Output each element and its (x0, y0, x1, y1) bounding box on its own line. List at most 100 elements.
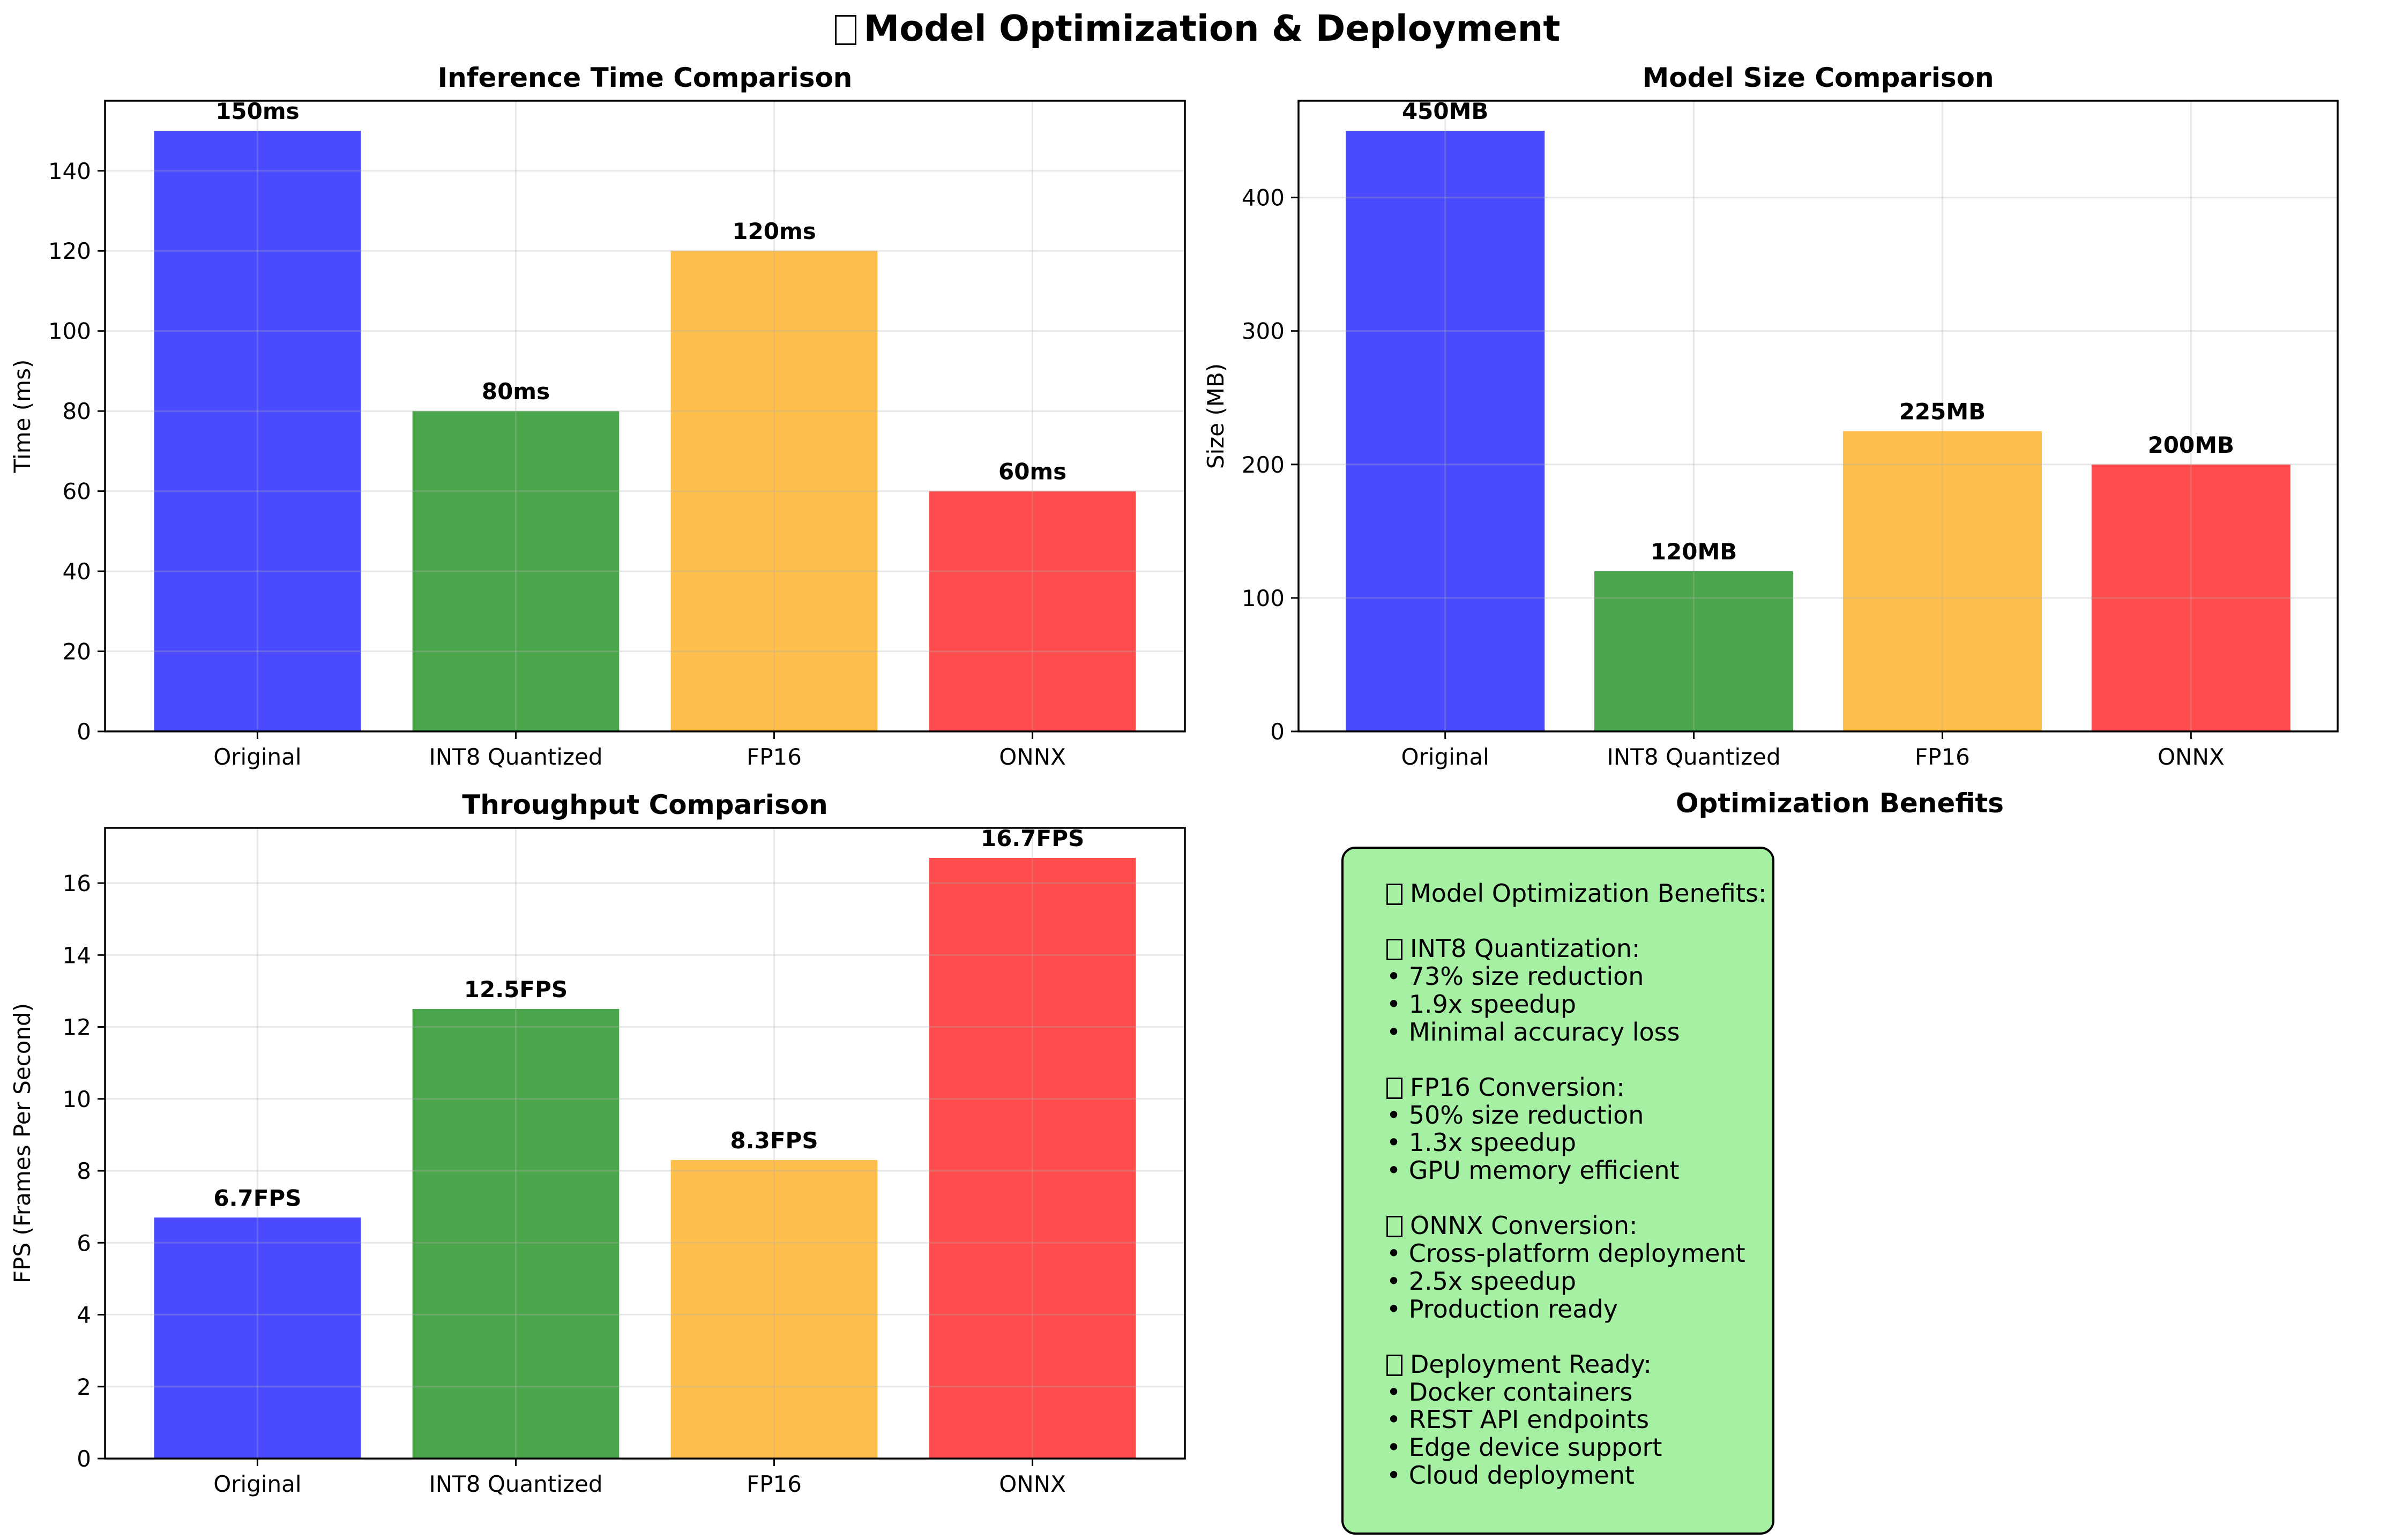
data-label: 150ms (215, 98, 299, 124)
x-tick-label: FP16 (1915, 744, 1970, 770)
data-label: 6.7FPS (213, 1185, 301, 1211)
y-tick-label: 80 (63, 398, 91, 424)
axes-frame (104, 827, 1186, 1460)
benefits-line: ONNX Conversion: (1386, 1212, 1772, 1240)
bar-1-1 (1594, 571, 1794, 731)
x-tick-label: Original (213, 744, 301, 770)
chart-title: Inference Time Comparison (438, 62, 853, 93)
axes-frame (1297, 100, 2339, 732)
data-label: 12.5FPS (464, 976, 568, 1003)
y-tick-label: 2 (77, 1374, 91, 1400)
y-tick-label: 8 (77, 1158, 91, 1184)
benefits-line: • 1.9x speedup (1386, 989, 1772, 1019)
y-tick-label: 0 (77, 719, 91, 745)
benefits-line: • 1.3x speedup (1386, 1128, 1772, 1157)
y-axis-label: Time (ms) (9, 360, 35, 474)
y-tick-label: 14 (63, 942, 91, 968)
missing-glyph-icon (1386, 939, 1402, 961)
bar-2-0 (154, 1217, 361, 1459)
bar-1-2 (1842, 431, 2042, 731)
benefits-line: • 50% size reduction (1386, 1101, 1772, 1130)
missing-glyph-icon (1386, 1077, 1402, 1099)
y-tick-label: 20 (63, 639, 91, 665)
benefits-line-text: • 73% size reduction (1386, 962, 1644, 991)
benefits-line: INT8 Quantization: (1386, 935, 1772, 963)
chart-title: Model Size Comparison (1642, 62, 1994, 93)
bar-2-1 (412, 1008, 620, 1459)
figure-title-text: Model Optimization & Deployment (863, 8, 1561, 49)
y-tick-label: 10 (63, 1086, 91, 1112)
data-label: 16.7FPS (981, 825, 1084, 851)
benefits-line: Deployment Ready: (1386, 1349, 1772, 1379)
benefits-line-text: Deployment Ready: (1410, 1349, 1652, 1379)
benefits-textbox: Model Optimization Benefits: INT8 Quantiz… (1341, 847, 1774, 1535)
bar-0-2 (670, 251, 878, 731)
data-label: 60ms (998, 459, 1066, 485)
benefits-blank-line (1386, 1323, 1772, 1351)
benefits-blank-line (1386, 1046, 1772, 1074)
missing-glyph-icon (834, 15, 856, 45)
benefits-line: • 73% size reduction (1386, 962, 1772, 991)
missing-glyph-icon (1386, 884, 1402, 905)
x-tick-label: ONNX (2158, 744, 2225, 770)
bar-2-3 (929, 858, 1136, 1459)
x-tick-label: INT8 Quantized (1607, 744, 1780, 770)
x-tick-label: ONNX (999, 1471, 1066, 1497)
benefits-line-text: • 1.3x speedup (1386, 1128, 1577, 1157)
benefits-line-text: • REST API endpoints (1386, 1405, 1650, 1434)
x-tick-label: FP16 (747, 744, 802, 770)
x-tick-label: INT8 Quantized (429, 744, 602, 770)
benefits-line: • Edge device support (1386, 1433, 1772, 1462)
y-tick-label: 0 (77, 1446, 91, 1472)
y-tick-label: 300 (1242, 318, 1285, 345)
benefits-blank-line (1386, 908, 1772, 936)
benefits-line: • GPU memory efficient (1386, 1156, 1772, 1185)
benefits-line: • Production ready (1386, 1294, 1772, 1324)
y-tick-label: 100 (1242, 585, 1285, 611)
x-tick-label: ONNX (999, 744, 1066, 770)
benefits-panel-title: Optimization Benefits (1675, 788, 2004, 819)
benefits-line-text: • 2.5x speedup (1386, 1266, 1577, 1296)
x-tick-label: INT8 Quantized (429, 1471, 602, 1497)
y-tick-label: 4 (77, 1302, 91, 1328)
x-tick-label: FP16 (747, 1471, 802, 1497)
y-tick-label: 16 (63, 870, 91, 896)
benefits-line-text: • Minimal accuracy loss (1386, 1017, 1680, 1046)
benefits-line: • 2.5x speedup (1386, 1266, 1772, 1296)
y-tick-label: 100 (48, 318, 91, 345)
axes-frame (104, 100, 1186, 732)
benefits-line-text: • Edge device support (1386, 1433, 1662, 1462)
benefits-line-text: • GPU memory efficient (1386, 1156, 1680, 1185)
benefits-line-text: Model Optimization Benefits: (1410, 879, 1767, 908)
missing-glyph-icon (1386, 1216, 1402, 1238)
y-tick-label: 40 (63, 558, 91, 585)
x-tick-label: Original (213, 1471, 301, 1497)
y-tick-label: 60 (63, 479, 91, 505)
benefits-line-text: • 1.9x speedup (1386, 989, 1577, 1019)
x-tick-label: Original (1401, 744, 1489, 770)
benefits-line: • REST API endpoints (1386, 1406, 1772, 1434)
y-tick-label: 140 (48, 158, 91, 184)
benefits-line: FP16 Conversion: (1386, 1072, 1772, 1102)
data-label: 8.3FPS (730, 1127, 818, 1154)
benefits-line-text: • Cross-platform deployment (1386, 1239, 1745, 1268)
y-axis-label: FPS (Frames Per Second) (9, 1003, 35, 1283)
benefits-line-text: FP16 Conversion: (1410, 1072, 1625, 1102)
bar-0-3 (929, 491, 1136, 731)
bar-1-3 (2091, 464, 2290, 731)
benefits-line: Model Optimization Benefits: (1386, 879, 1772, 908)
y-tick-label: 120 (48, 238, 91, 264)
benefits-line-text: INT8 Quantization: (1410, 934, 1640, 963)
data-label: 200MB (2148, 432, 2234, 458)
benefits-line: • Cloud deployment (1386, 1461, 1772, 1490)
bar-0-1 (412, 411, 620, 731)
benefits-line-text: ONNX Conversion: (1410, 1211, 1638, 1240)
data-label: 225MB (1899, 399, 1986, 425)
y-tick-label: 200 (1242, 452, 1285, 478)
benefits-blank-line (1386, 1185, 1772, 1213)
y-tick-label: 6 (77, 1230, 91, 1256)
benefits-line-text: • Production ready (1386, 1294, 1618, 1324)
benefits-line: • Cross-platform deployment (1386, 1239, 1772, 1268)
missing-glyph-icon (1386, 1354, 1402, 1376)
